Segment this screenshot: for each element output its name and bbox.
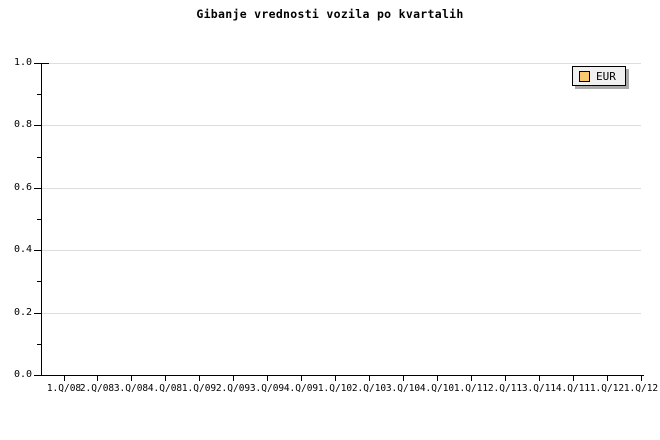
- x-axis-tick-label: 2.Q/09: [215, 383, 251, 394]
- x-axis-tick: [505, 376, 506, 381]
- x-axis-tick: [539, 376, 540, 381]
- y-axis-tick: [34, 313, 41, 314]
- y-axis-top-inner-tick: [42, 63, 49, 64]
- x-axis-tick: [607, 376, 608, 381]
- x-axis-line: [41, 375, 644, 376]
- y-axis-minor-tick: [37, 219, 41, 220]
- x-axis-tick-label: 3.Q/09: [249, 383, 285, 394]
- y-gridline: [42, 250, 641, 251]
- x-axis-tick: [233, 376, 234, 381]
- y-axis-tick-label: 1.0: [13, 57, 32, 68]
- x-axis-tick-label: 4.Q/08: [147, 383, 183, 394]
- x-axis-tick-label: 4.Q/11: [555, 383, 591, 394]
- y-axis-tick: [34, 188, 41, 189]
- x-axis-tick: [437, 376, 438, 381]
- x-axis-tick-label: 1.Q/08: [46, 383, 82, 394]
- x-axis-tick: [267, 376, 268, 381]
- y-axis-minor-tick: [37, 281, 41, 282]
- x-axis-tick-label: 2.Q/10: [351, 383, 387, 394]
- x-axis-tick-label: 2.Q/08: [79, 383, 115, 394]
- x-axis-tick-label: 1.Q/12: [589, 383, 625, 394]
- y-axis-minor-tick: [37, 157, 41, 158]
- y-axis-tick-label: 0.0: [13, 369, 32, 380]
- y-axis-tick: [34, 375, 41, 376]
- x-axis-tick-label: 3.Q/08: [113, 383, 149, 394]
- y-axis-tick: [34, 125, 41, 126]
- y-axis-tick: [34, 250, 41, 251]
- x-axis-tick: [573, 376, 574, 381]
- x-axis-tick-label: 2.Q/11: [487, 383, 523, 394]
- legend-series-swatch-icon: [579, 70, 590, 82]
- y-gridline: [42, 125, 641, 126]
- y-axis-tick-label: 0.4: [13, 244, 32, 255]
- x-axis-tick: [165, 376, 166, 381]
- x-axis-tick: [471, 376, 472, 381]
- x-axis-tick-label: 1.Q/11: [453, 383, 489, 394]
- x-axis-tick-label: 1.Q/10: [317, 383, 353, 394]
- y-gridline: [42, 63, 641, 64]
- legend-series-label: EUR: [596, 69, 616, 83]
- x-axis-tick-label: 4.Q/10: [419, 383, 455, 394]
- y-axis-tick-label: 0.2: [13, 307, 32, 318]
- x-axis-tick: [641, 376, 642, 381]
- y-gridline: [42, 188, 641, 189]
- x-axis-tick-label: 1.Q/12: [623, 383, 659, 394]
- x-axis-tick: [199, 376, 200, 381]
- x-axis-tick: [131, 376, 132, 381]
- x-axis-tick: [403, 376, 404, 381]
- y-gridline: [42, 313, 641, 314]
- y-axis-tick: [34, 63, 41, 64]
- x-axis-tick: [369, 376, 370, 381]
- chart-title: Gibanje vrednosti vozila po kvartalih: [196, 7, 464, 21]
- x-axis-tick: [301, 376, 302, 381]
- y-axis-tick-label: 0.6: [13, 182, 32, 193]
- y-axis-minor-tick: [37, 344, 41, 345]
- x-axis-tick-label: 4.Q/09: [283, 383, 319, 394]
- y-axis-minor-tick: [37, 94, 41, 95]
- x-axis-tick-label: 1.Q/09: [181, 383, 217, 394]
- x-axis-tick-label: 3.Q/10: [385, 383, 421, 394]
- legend: EUR: [572, 66, 626, 86]
- x-axis-tick-label: 3.Q/11: [521, 383, 557, 394]
- x-axis-tick: [335, 376, 336, 381]
- x-axis-tick: [64, 376, 65, 381]
- x-axis-tick: [97, 376, 98, 381]
- y-axis-line: [41, 63, 42, 376]
- y-axis-tick-label: 0.8: [13, 119, 32, 130]
